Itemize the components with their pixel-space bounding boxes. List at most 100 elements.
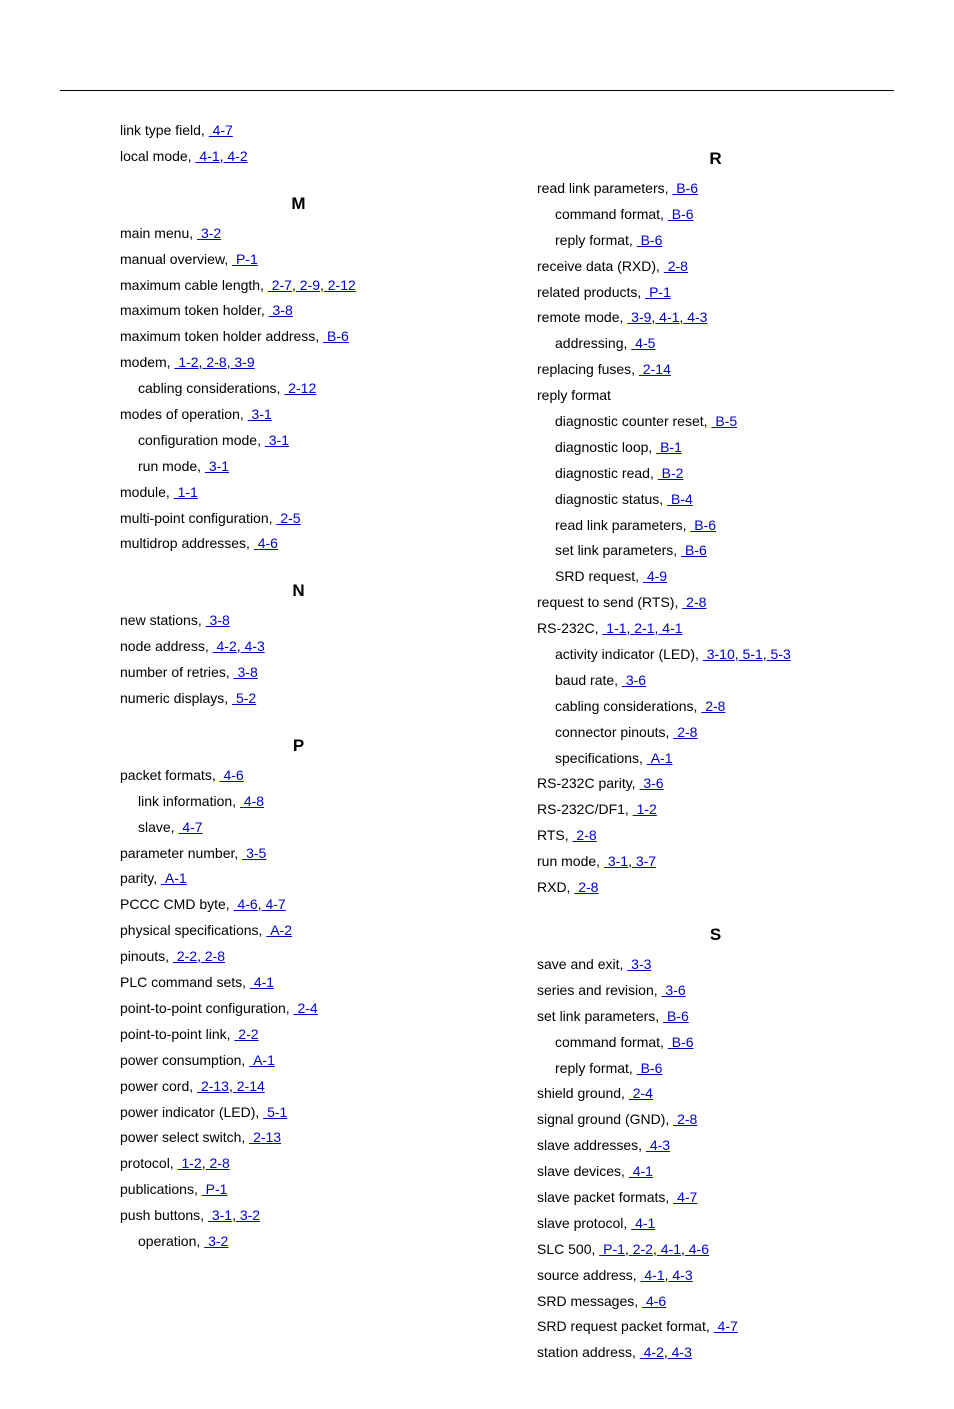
page-ref[interactable]: 4-6 [254, 535, 278, 551]
page-ref[interactable]: B-4 [667, 491, 693, 507]
page-ref[interactable]: B-6 [672, 180, 698, 196]
page-ref[interactable]: 3-1 [248, 406, 272, 422]
page-ref[interactable]: 4-7 [209, 122, 233, 138]
page-ref[interactable]: 3-9 [231, 354, 255, 370]
page-ref[interactable]: 4-1 [641, 1267, 665, 1283]
page-ref[interactable]: 3-8 [234, 664, 258, 680]
page-ref[interactable]: 2-8 [202, 354, 226, 370]
page-ref[interactable]: 4-3 [669, 1267, 693, 1283]
page-ref[interactable]: B-6 [668, 1034, 694, 1050]
page-ref[interactable]: 2-8 [673, 724, 697, 740]
page-ref[interactable]: 1-1 [174, 484, 198, 500]
page-ref[interactable]: 2-8 [201, 948, 225, 964]
page-ref[interactable]: 4-1 [657, 1241, 681, 1257]
page-ref[interactable]: 2-8 [574, 879, 598, 895]
page-ref[interactable]: 3-2 [204, 1233, 228, 1249]
page-ref[interactable]: 2-8 [701, 698, 725, 714]
page-ref[interactable]: 2-4 [294, 1000, 318, 1016]
page-ref[interactable]: B-6 [637, 1060, 663, 1076]
page-ref[interactable]: 4-1 [195, 148, 219, 164]
page-ref[interactable]: 2-5 [276, 510, 300, 526]
page-ref[interactable]: B-6 [637, 232, 663, 248]
page-ref[interactable]: 4-7 [714, 1318, 738, 1334]
page-ref[interactable]: 5-1 [263, 1104, 287, 1120]
page-ref[interactable]: 3-8 [269, 302, 293, 318]
page-ref[interactable]: 4-1 [658, 620, 682, 636]
page-ref[interactable]: B-6 [668, 206, 694, 222]
page-ref[interactable]: A-1 [161, 870, 187, 886]
page-ref[interactable]: 4-6 [685, 1241, 709, 1257]
page-ref[interactable]: P-1 [645, 284, 671, 300]
page-ref[interactable]: 2-8 [673, 1111, 697, 1127]
page-ref[interactable]: 4-2 [213, 638, 237, 654]
page-ref[interactable]: 3-2 [197, 225, 221, 241]
page-ref[interactable]: A-2 [266, 922, 292, 938]
page-ref[interactable]: 4-3 [646, 1137, 670, 1153]
page-ref[interactable]: A-1 [647, 750, 673, 766]
page-ref[interactable]: 4-6 [642, 1293, 666, 1309]
page-ref[interactable]: 3-10 [703, 646, 735, 662]
page-ref[interactable]: 3-1 [265, 432, 289, 448]
page-ref[interactable]: B-5 [711, 413, 737, 429]
page-ref[interactable]: 3-2 [236, 1207, 260, 1223]
page-ref[interactable]: 4-1 [629, 1163, 653, 1179]
page-ref[interactable]: 4-2 [224, 148, 248, 164]
page-ref[interactable]: 3-8 [206, 612, 230, 628]
page-ref[interactable]: A-1 [249, 1052, 275, 1068]
page-ref[interactable]: B-6 [690, 517, 716, 533]
page-ref[interactable]: 1-1 [602, 620, 626, 636]
page-ref[interactable]: 4-6 [220, 767, 244, 783]
page-ref[interactable]: 4-9 [643, 568, 667, 584]
page-ref[interactable]: 3-3 [627, 956, 651, 972]
page-ref[interactable]: 3-6 [639, 775, 663, 791]
page-ref[interactable]: 2-14 [233, 1078, 265, 1094]
page-ref[interactable]: 2-8 [206, 1155, 230, 1171]
page-ref[interactable]: P-1 [202, 1181, 228, 1197]
page-ref[interactable]: 2-7 [268, 277, 292, 293]
page-ref[interactable]: 2-2 [173, 948, 197, 964]
page-ref[interactable]: 3-1 [604, 853, 628, 869]
page-ref[interactable]: 2-1 [630, 620, 654, 636]
page-ref[interactable]: 2-14 [639, 361, 671, 377]
page-ref[interactable]: B-6 [323, 328, 349, 344]
page-ref[interactable]: 4-7 [178, 819, 202, 835]
page-ref[interactable]: 2-2 [629, 1241, 653, 1257]
page-ref[interactable]: 2-8 [682, 594, 706, 610]
page-ref[interactable]: 3-6 [662, 982, 686, 998]
page-ref[interactable]: 1-2 [178, 1155, 202, 1171]
page-ref[interactable]: 2-8 [664, 258, 688, 274]
page-ref[interactable]: 2-8 [573, 827, 597, 843]
page-ref[interactable]: P-1 [232, 251, 258, 267]
page-ref[interactable]: B-6 [681, 542, 707, 558]
page-ref[interactable]: 4-8 [240, 793, 264, 809]
page-ref[interactable]: 3-9 [627, 309, 651, 325]
page-ref[interactable]: 4-1 [655, 309, 679, 325]
page-ref[interactable]: 4-2 [640, 1344, 664, 1360]
page-ref[interactable]: 2-13 [197, 1078, 229, 1094]
page-ref[interactable]: 5-2 [232, 690, 256, 706]
page-ref[interactable]: 2-4 [629, 1085, 653, 1101]
page-ref[interactable]: 4-1 [250, 974, 274, 990]
page-ref[interactable]: 2-13 [249, 1129, 281, 1145]
page-ref[interactable]: 4-5 [631, 335, 655, 351]
page-ref[interactable]: B-2 [658, 465, 684, 481]
page-ref[interactable]: 2-12 [324, 277, 356, 293]
page-ref[interactable]: 2-9 [296, 277, 320, 293]
page-ref[interactable]: 5-3 [767, 646, 791, 662]
page-ref[interactable]: 3-7 [632, 853, 656, 869]
page-ref[interactable]: 5-1 [739, 646, 763, 662]
page-ref[interactable]: 4-3 [668, 1344, 692, 1360]
page-ref[interactable]: 4-3 [683, 309, 707, 325]
page-ref[interactable]: 3-1 [205, 458, 229, 474]
page-ref[interactable]: 4-1 [631, 1215, 655, 1231]
page-ref[interactable]: 1-2 [174, 354, 198, 370]
page-ref[interactable]: 1-2 [633, 801, 657, 817]
page-ref[interactable]: B-6 [663, 1008, 689, 1024]
page-ref[interactable]: 4-7 [673, 1189, 697, 1205]
page-ref[interactable]: B-1 [656, 439, 682, 455]
page-ref[interactable]: 3-6 [622, 672, 646, 688]
page-ref[interactable]: 4-7 [262, 896, 286, 912]
page-ref[interactable]: 2-12 [284, 380, 316, 396]
page-ref[interactable]: 2-2 [234, 1026, 258, 1042]
page-ref[interactable]: 3-1 [208, 1207, 232, 1223]
